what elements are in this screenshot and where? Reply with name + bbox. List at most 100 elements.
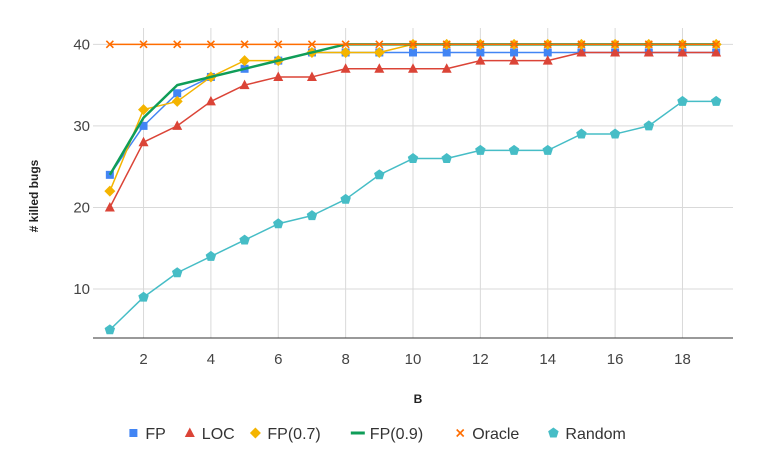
data-point bbox=[373, 46, 385, 58]
data-point bbox=[173, 89, 182, 98]
data-point bbox=[239, 79, 250, 90]
legend-label: Random bbox=[565, 426, 625, 443]
grid-layer bbox=[93, 28, 733, 338]
legend-label: FP(0.9) bbox=[370, 426, 423, 443]
data-point bbox=[677, 95, 688, 106]
data-point bbox=[407, 153, 419, 163]
data-point bbox=[273, 71, 284, 81]
data-point bbox=[408, 40, 418, 49]
marker-stroke bbox=[509, 40, 519, 49]
x-tick-label: 8 bbox=[341, 351, 349, 368]
legend-item: FP(0.9) bbox=[350, 426, 423, 443]
data-point bbox=[508, 144, 520, 155]
data-point bbox=[542, 55, 553, 65]
data-point bbox=[475, 55, 486, 65]
legend-swatch bbox=[249, 427, 261, 439]
data-point bbox=[375, 40, 384, 49]
data-point bbox=[510, 48, 519, 57]
data-point bbox=[306, 71, 317, 81]
data-point bbox=[341, 40, 350, 49]
marker-stroke bbox=[375, 40, 384, 49]
marker-stroke bbox=[341, 40, 350, 49]
data-point bbox=[475, 144, 486, 155]
legend-label: Oracle bbox=[472, 426, 519, 443]
data-point bbox=[273, 218, 284, 229]
legend-label: FP(0.7) bbox=[267, 426, 320, 443]
marker-stroke bbox=[442, 40, 451, 49]
marker-stroke bbox=[105, 40, 114, 49]
x-tick-label: 18 bbox=[674, 351, 691, 368]
data-point bbox=[171, 95, 183, 107]
data-point bbox=[274, 40, 283, 49]
data-point bbox=[643, 46, 654, 57]
legend-label: LOC bbox=[202, 426, 235, 443]
data-point bbox=[239, 234, 250, 245]
marker-stroke bbox=[408, 40, 418, 49]
data-point bbox=[139, 40, 148, 49]
legend-item: Oracle bbox=[456, 426, 519, 443]
data-point bbox=[543, 40, 552, 49]
data-point bbox=[138, 291, 149, 302]
data-point bbox=[374, 169, 385, 180]
legend: FP LOC FP(0.7) FP(0.9) Oracle Random bbox=[129, 426, 626, 443]
marker-stroke bbox=[611, 40, 620, 49]
data-point bbox=[240, 40, 249, 49]
data-point bbox=[710, 95, 722, 106]
data-point bbox=[509, 40, 519, 49]
legend-item: FP(0.7) bbox=[249, 426, 321, 443]
marker-stroke bbox=[577, 40, 586, 49]
x-tick-label: 10 bbox=[405, 351, 422, 368]
data-point bbox=[205, 250, 217, 261]
data-point bbox=[239, 55, 251, 67]
x-tick-label: 6 bbox=[274, 351, 282, 368]
data-point bbox=[172, 120, 183, 130]
x-tick-label: 2 bbox=[139, 351, 147, 368]
data-point bbox=[442, 48, 451, 57]
axis-layer: 10 20 30 40 2 4 6 8 10 12 14 16 18 B # killed bugs bbox=[27, 36, 733, 406]
data-point bbox=[409, 48, 417, 57]
marker-stroke bbox=[274, 40, 283, 49]
marker-stroke bbox=[240, 40, 249, 49]
series-oracle bbox=[105, 40, 721, 49]
y-tick-label: 20 bbox=[73, 199, 90, 216]
data-point bbox=[307, 40, 317, 49]
data-point bbox=[173, 40, 182, 49]
data-point bbox=[576, 128, 587, 139]
data-point bbox=[206, 40, 215, 49]
data-point bbox=[138, 136, 149, 147]
x-tick-label: 12 bbox=[472, 351, 489, 368]
data-point bbox=[340, 63, 351, 73]
data-point bbox=[105, 40, 114, 49]
data-point bbox=[712, 40, 721, 49]
data-point bbox=[509, 55, 520, 65]
marker-stroke bbox=[173, 40, 182, 49]
legend-label: FP bbox=[145, 426, 165, 443]
y-tick-label: 40 bbox=[73, 36, 90, 53]
y-tick-label: 10 bbox=[73, 281, 90, 298]
data-point bbox=[441, 153, 452, 163]
data-point bbox=[609, 128, 621, 139]
data-point bbox=[306, 210, 318, 221]
data-point bbox=[340, 46, 352, 58]
marker-stroke bbox=[543, 40, 552, 49]
x-axis-title: B bbox=[414, 392, 423, 406]
data-point bbox=[340, 193, 351, 204]
marker-stroke bbox=[644, 40, 653, 49]
data-point bbox=[611, 40, 620, 49]
data-point bbox=[476, 48, 485, 57]
data-point bbox=[542, 144, 553, 155]
data-point bbox=[205, 95, 216, 106]
data-point bbox=[374, 63, 385, 73]
data-point bbox=[677, 46, 688, 57]
data-point bbox=[643, 120, 655, 131]
y-tick-label: 30 bbox=[73, 118, 90, 135]
data-point bbox=[138, 104, 150, 116]
data-point bbox=[104, 324, 116, 335]
x-tick-label: 4 bbox=[207, 351, 215, 368]
data-point bbox=[543, 48, 552, 57]
data-point bbox=[171, 267, 183, 278]
marker-stroke bbox=[456, 428, 465, 438]
data-point bbox=[576, 46, 587, 57]
